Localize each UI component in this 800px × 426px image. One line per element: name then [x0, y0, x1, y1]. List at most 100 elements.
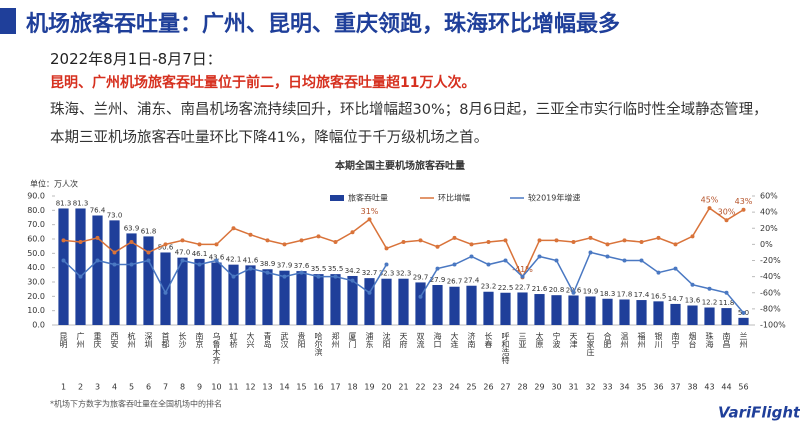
x-tick-label: 重庆 — [93, 331, 102, 349]
point — [146, 250, 151, 255]
point — [639, 258, 644, 263]
date: 2022年8月1日-8月7日： — [50, 50, 222, 68]
point — [95, 258, 100, 263]
x-tick-label: 浦东 — [365, 331, 374, 348]
point — [78, 274, 83, 279]
x-tick-label: 首都 — [161, 331, 170, 349]
rank-label: 8 — [180, 383, 185, 392]
x-tick-label: 福州 — [637, 332, 646, 348]
bar — [92, 215, 103, 325]
rank-label: 43 — [704, 383, 714, 392]
x-tick-label: 青岛 — [263, 331, 272, 349]
value-label: 30% — [718, 208, 736, 217]
value-label: 23.2 — [481, 283, 497, 291]
value-label: 76.4 — [90, 206, 106, 214]
bar — [551, 295, 562, 325]
y-tick-label: 80.0 — [27, 206, 45, 215]
value-label: 63.9 — [124, 224, 140, 232]
point — [486, 239, 491, 244]
value-label: -41% — [512, 265, 533, 274]
point — [418, 294, 423, 299]
bar — [721, 308, 732, 325]
rank-label: 35 — [636, 383, 646, 392]
point — [367, 290, 372, 295]
rank-label: 44 — [721, 383, 731, 392]
rank-label: 38 — [687, 383, 697, 392]
x-tick-label: 呼和浩特 — [501, 331, 510, 364]
rank-label: 14 — [279, 383, 289, 392]
value-label: 29.7 — [413, 273, 429, 281]
value-label: 42.1 — [226, 256, 242, 264]
x-tick-label: 广州 — [76, 331, 85, 348]
x-tick-label: 烟台 — [688, 332, 697, 349]
bar — [160, 252, 171, 325]
bar — [619, 299, 630, 325]
point — [180, 238, 185, 243]
bar — [194, 258, 205, 325]
rank-label: 9 — [197, 383, 202, 392]
point — [129, 239, 134, 244]
y2-tick-label: -20% — [760, 256, 781, 265]
point — [622, 258, 627, 263]
point — [299, 238, 304, 243]
bar — [262, 269, 273, 325]
x-tick-label: 石家庄 — [586, 332, 595, 357]
y-tick-label: 70.0 — [27, 220, 45, 229]
bar — [517, 292, 528, 325]
value-label: 32.3 — [379, 270, 395, 278]
value-label: 37.9 — [277, 262, 293, 270]
bar — [228, 264, 239, 325]
bar — [313, 274, 324, 325]
x-tick-label: 昆明 — [59, 332, 68, 349]
point — [163, 290, 168, 295]
value-label: 27.4 — [464, 277, 480, 285]
point — [129, 262, 134, 267]
logo: VariFlight — [718, 404, 800, 422]
rank-label: 33 — [602, 383, 612, 392]
x-tick-label: 长春 — [484, 331, 493, 348]
rank-label: 24 — [449, 383, 459, 392]
rank-label: 18 — [347, 383, 357, 392]
x-tick-label: 天津 — [569, 332, 578, 349]
point — [248, 266, 253, 271]
rank-label: 6 — [146, 383, 151, 392]
value-label: 35.5 — [328, 265, 344, 273]
bar — [245, 265, 256, 325]
point — [707, 206, 712, 211]
value-label: 50.6 — [158, 243, 174, 251]
value-label: 47.0 — [175, 249, 191, 257]
value-label: 27.9 — [430, 276, 446, 284]
point — [571, 239, 576, 244]
rank-label: 34 — [619, 383, 629, 392]
x-tick-label: 太原 — [535, 331, 544, 348]
rank-label: 1 — [61, 383, 66, 392]
bar — [347, 275, 358, 325]
point — [656, 270, 661, 275]
bar — [126, 233, 137, 325]
rank-label: 3 — [95, 383, 100, 392]
x-tick-label: 武汉 — [280, 331, 289, 349]
bar — [415, 282, 426, 325]
point — [656, 235, 661, 240]
value-label: 61.8 — [141, 227, 157, 235]
point — [214, 258, 219, 263]
highlight: 昆明、广州机场旅客吞吐量位于前二，日均旅客吞吐量超11万人次。 — [50, 75, 476, 91]
rank-label: 21 — [398, 383, 408, 392]
value-label: 37.6 — [294, 262, 310, 270]
x-tick-label: 南京 — [195, 331, 204, 349]
point — [112, 262, 117, 267]
x-tick-label: 双流 — [416, 332, 425, 349]
bar — [109, 220, 120, 325]
value-label: 73.0 — [107, 211, 123, 219]
bar — [636, 300, 647, 325]
rank-label: 30 — [551, 383, 561, 392]
point — [78, 239, 83, 244]
point — [469, 254, 474, 259]
bar — [738, 317, 749, 325]
value-label: 17.4 — [634, 291, 650, 299]
bar — [296, 271, 307, 325]
point — [265, 238, 270, 243]
point — [384, 246, 389, 251]
value-label: 17.8 — [617, 290, 633, 298]
